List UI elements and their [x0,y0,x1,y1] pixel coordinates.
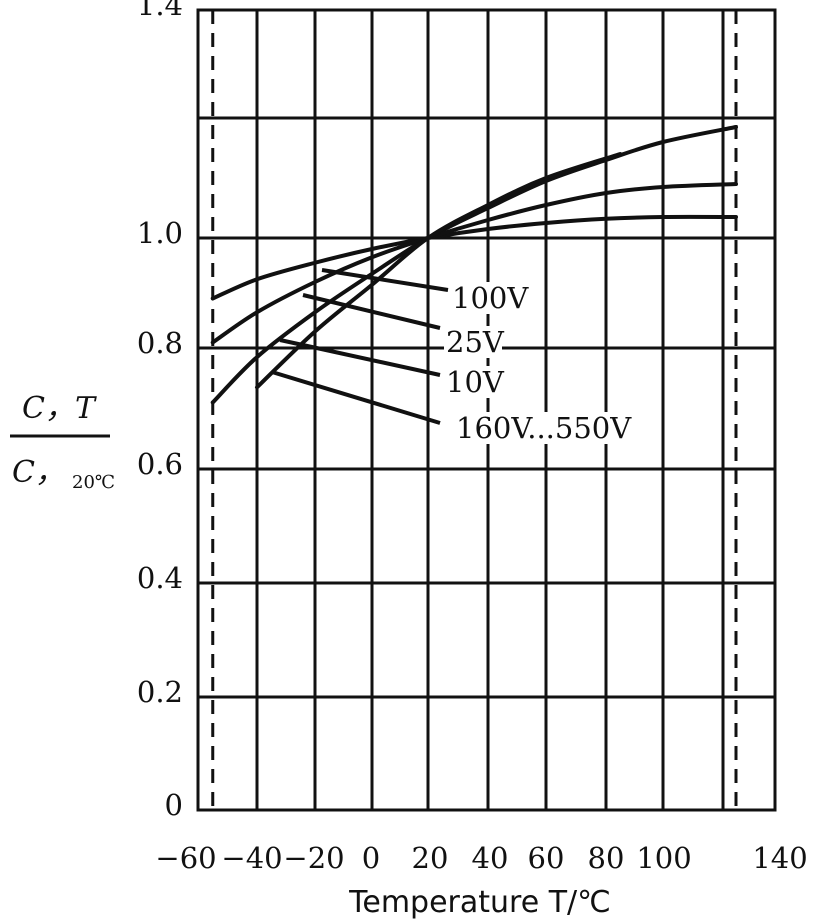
series-label-leader [271,370,441,425]
y-tick-label: 1.4 [137,0,183,22]
y-tick-label: 0.8 [137,326,183,360]
x-tick-label: −40 [221,841,282,875]
y-tick-label: 0 [165,788,183,822]
series-label: 10V [446,365,505,399]
y-axis-numerator: C，T [22,391,97,426]
x-axis-title: Temperature T/℃ [348,885,611,920]
series-label-leader [302,293,441,330]
y-tick-label-backing [128,0,188,16]
series-line-100v [210,214,738,301]
series-label-backing [454,412,656,444]
series-label-leader [279,338,441,377]
label-leaders [271,268,449,425]
y-tick-label: 0.6 [137,447,183,481]
tick-labels: 0 0.2 0.4 0.6 0.8 1.0 1.4 −60 −40 −20 0 20 40 60 80 100… [128,0,808,875]
grid [196,8,777,812]
series-label-backing [444,366,502,398]
y-tick-label-backing [128,786,188,816]
series-line-160v-550v [255,152,623,390]
series-label-backing [450,282,526,314]
y-tick-label-backing [128,214,188,244]
x-tick-label: 0 [362,841,380,875]
curves [210,125,738,405]
x-tick-label: 140 [752,841,807,875]
series-label: 160V...550V [456,411,632,445]
series-line-25v [210,182,738,345]
y-tick-label-backing [128,445,188,475]
x-tick-label: 80 [588,841,625,875]
x-tick-label: 20 [412,841,449,875]
y-axis-denominator: C， [12,455,65,490]
y-tick-label-backing [128,324,188,354]
x-tick-label: −20 [283,841,344,875]
series-label-leader [321,268,449,292]
series-line-10v [210,125,738,405]
x-tick-label: 60 [528,841,565,875]
y-tick-label: 0.2 [137,675,183,709]
y-tick-label: 0.4 [137,561,183,595]
y-axis-denominator-subscript: 20℃ [72,472,115,493]
series-labels: 100V 25V 10V 160V...550V [444,281,656,445]
y-tick-label-backing [128,673,188,703]
y-tick-label-backing [128,559,188,589]
x-tick-label: 40 [472,841,509,875]
series-label: 25V [446,325,505,359]
series-label-backing [444,326,502,358]
x-tick-label: −60 [155,841,216,875]
y-axis-title: C，T C， 20℃ [10,391,115,493]
y-tick-label: 1.0 [137,216,183,250]
series-label: 100V [452,281,529,315]
x-tick-label: 100 [636,841,691,875]
